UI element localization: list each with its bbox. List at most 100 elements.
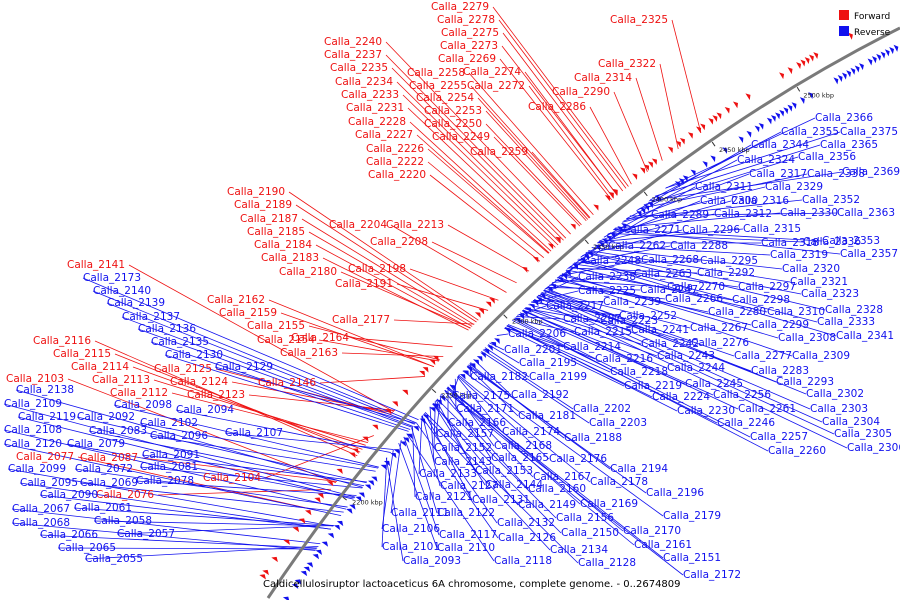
reverse-gene	[859, 63, 864, 70]
reverse-gene	[346, 509, 352, 514]
forward-gene-label: Calla_2208	[370, 236, 428, 248]
reverse-gene-label: Calla_2260	[768, 445, 826, 457]
forward-gene-label: Calla_2112	[110, 387, 168, 399]
reverse-gene	[876, 54, 881, 61]
reverse-gene	[328, 533, 334, 538]
reverse-gene-label: Calla_2299	[751, 319, 809, 331]
forward-gene-label: Calla_2115	[53, 348, 111, 360]
tick-label: 2400 kbp	[652, 195, 683, 203]
reverse-gene-label: Calla_2179	[663, 510, 721, 522]
forward-gene	[796, 62, 801, 69]
forward-gene	[327, 481, 333, 486]
gene-labels: Calla_2325Calla_2279Calla_2278Calla_2275…	[4, 1, 900, 581]
reverse-gene-label: Calla_2329	[765, 181, 823, 193]
forward-gene	[533, 257, 538, 263]
forward-gene	[788, 67, 793, 74]
forward-gene	[733, 102, 738, 109]
reverse-gene-label: Calla_2072	[75, 463, 133, 475]
forward-gene-label: Calla_2159	[219, 307, 277, 319]
reverse-gene-label: Calla_2108	[4, 424, 62, 436]
forward-gene-label: Calla_2226	[366, 143, 424, 155]
reverse-gene-label: Calla_2304	[822, 416, 880, 428]
forward-gene	[392, 401, 398, 406]
forward-gene	[593, 205, 598, 211]
reverse-gene-label: Calla_2289	[651, 209, 709, 221]
reverse-gene-label: Calla_2363	[837, 207, 895, 219]
reverse-gene-label: Calla_2137	[122, 311, 180, 323]
forward-gene-label: Calla_2222	[366, 156, 424, 168]
legend: Forward Reverse	[839, 10, 891, 38]
forward-gene-label: Calla_2125	[154, 363, 212, 375]
reverse-gene-label: Calla_2119	[18, 411, 76, 423]
reverse-gene-label: Calla_2341	[836, 330, 894, 342]
reverse-gene-label: Calla_2276	[691, 337, 749, 349]
forward-gene	[696, 127, 701, 134]
reverse-gene	[702, 161, 707, 168]
reverse-gene-label: Calla_2098	[114, 399, 172, 411]
forward-gene-leader-line	[397, 284, 488, 310]
reverse-gene-label: Calla_2320	[782, 263, 840, 275]
forward-gene-label: Calla_2191	[335, 278, 393, 290]
reverse-gene-label: Calla_2140	[93, 285, 151, 297]
reverse-gene	[710, 156, 715, 163]
reverse-gene-label: Calla_2216	[595, 353, 653, 365]
tick-mark	[797, 87, 800, 91]
forward-gene-leader-line	[410, 269, 498, 300]
reverse-gene	[889, 47, 894, 54]
reverse-gene-leader-line	[497, 334, 508, 336]
reverse-gene-label: Calla_2174	[502, 426, 560, 438]
forward-gene-label: Calla_2314	[574, 72, 632, 84]
forward-gene	[688, 132, 693, 139]
forward-gene-label: Calla_2141	[67, 259, 125, 271]
reverse-gene	[771, 115, 776, 122]
forward-gene-leader-line	[448, 225, 529, 271]
forward-gene-label: Calla_2162	[207, 294, 265, 306]
reverse-gene	[855, 65, 860, 72]
forward-gene	[372, 425, 378, 430]
reverse-gene	[746, 131, 751, 138]
forward-gene-label: Calla_2235	[330, 62, 388, 74]
forward-gene-label: Calla_2250	[424, 118, 482, 130]
reverse-gene-label: Calla_2057	[117, 528, 175, 540]
reverse-gene-label: Calla_2305	[834, 428, 892, 440]
reverse-gene-label: Calla_2262	[608, 240, 666, 252]
reverse-gene-label: Calla_2353	[822, 235, 880, 247]
reverse-gene	[767, 118, 772, 125]
reverse-gene	[792, 102, 797, 109]
forward-gene-label: Calla_2076	[96, 489, 154, 501]
forward-gene-label: Calla_2233	[341, 89, 399, 101]
reverse-gene	[283, 597, 290, 600]
forward-gene-label: Calla_2253	[424, 105, 482, 117]
reverse-gene-label: Calla_2239	[603, 296, 661, 308]
reverse-gene-label: Calla_2079	[67, 438, 125, 450]
reverse-gene-label: Calla_2134	[550, 544, 608, 556]
reverse-gene	[885, 49, 890, 56]
reverse-gene-label: Calla_2365	[820, 139, 878, 151]
reverse-gene-label: Calla_2151	[663, 552, 721, 564]
reverse-gene	[787, 105, 792, 112]
forward-gene-label: Calla_2124	[170, 376, 228, 388]
forward-gene	[570, 224, 575, 230]
reverse-gene-label: Calla_2188	[564, 432, 622, 444]
tick-mark	[712, 142, 715, 146]
reverse-gene-label: Calla_2094	[176, 404, 234, 416]
forward-gene-leader-line	[614, 92, 647, 172]
reverse-gene-label: Calla_2199	[529, 371, 587, 383]
reverse-gene-label: Calla_2136	[138, 323, 196, 335]
reverse-gene-label: Calla_2375	[840, 126, 898, 138]
reverse-gene-label: Calla_2330	[780, 207, 838, 219]
reverse-gene-label: Calla_2195	[519, 357, 577, 369]
reverse-gene-label: Calla_2323	[801, 288, 859, 300]
reverse-gene-label: Calla_2157	[436, 428, 494, 440]
forward-gene-label: Calla_2190	[227, 186, 285, 198]
reverse-gene	[868, 58, 873, 65]
reverse-gene-label: Calla_2288	[670, 240, 728, 252]
forward-gene-label: Calla_2274	[463, 66, 521, 78]
reverse-gene-label: Calla_2271	[623, 224, 681, 236]
reverse-gene-label: Calla_2355	[781, 126, 839, 138]
forward-gene-label: Calla_2275	[441, 27, 499, 39]
reverse-gene-label: Calla_2092	[77, 411, 135, 423]
forward-gene-label: Calla_2204	[329, 219, 387, 231]
reverse-gene-label: Calla_2156	[556, 512, 614, 524]
